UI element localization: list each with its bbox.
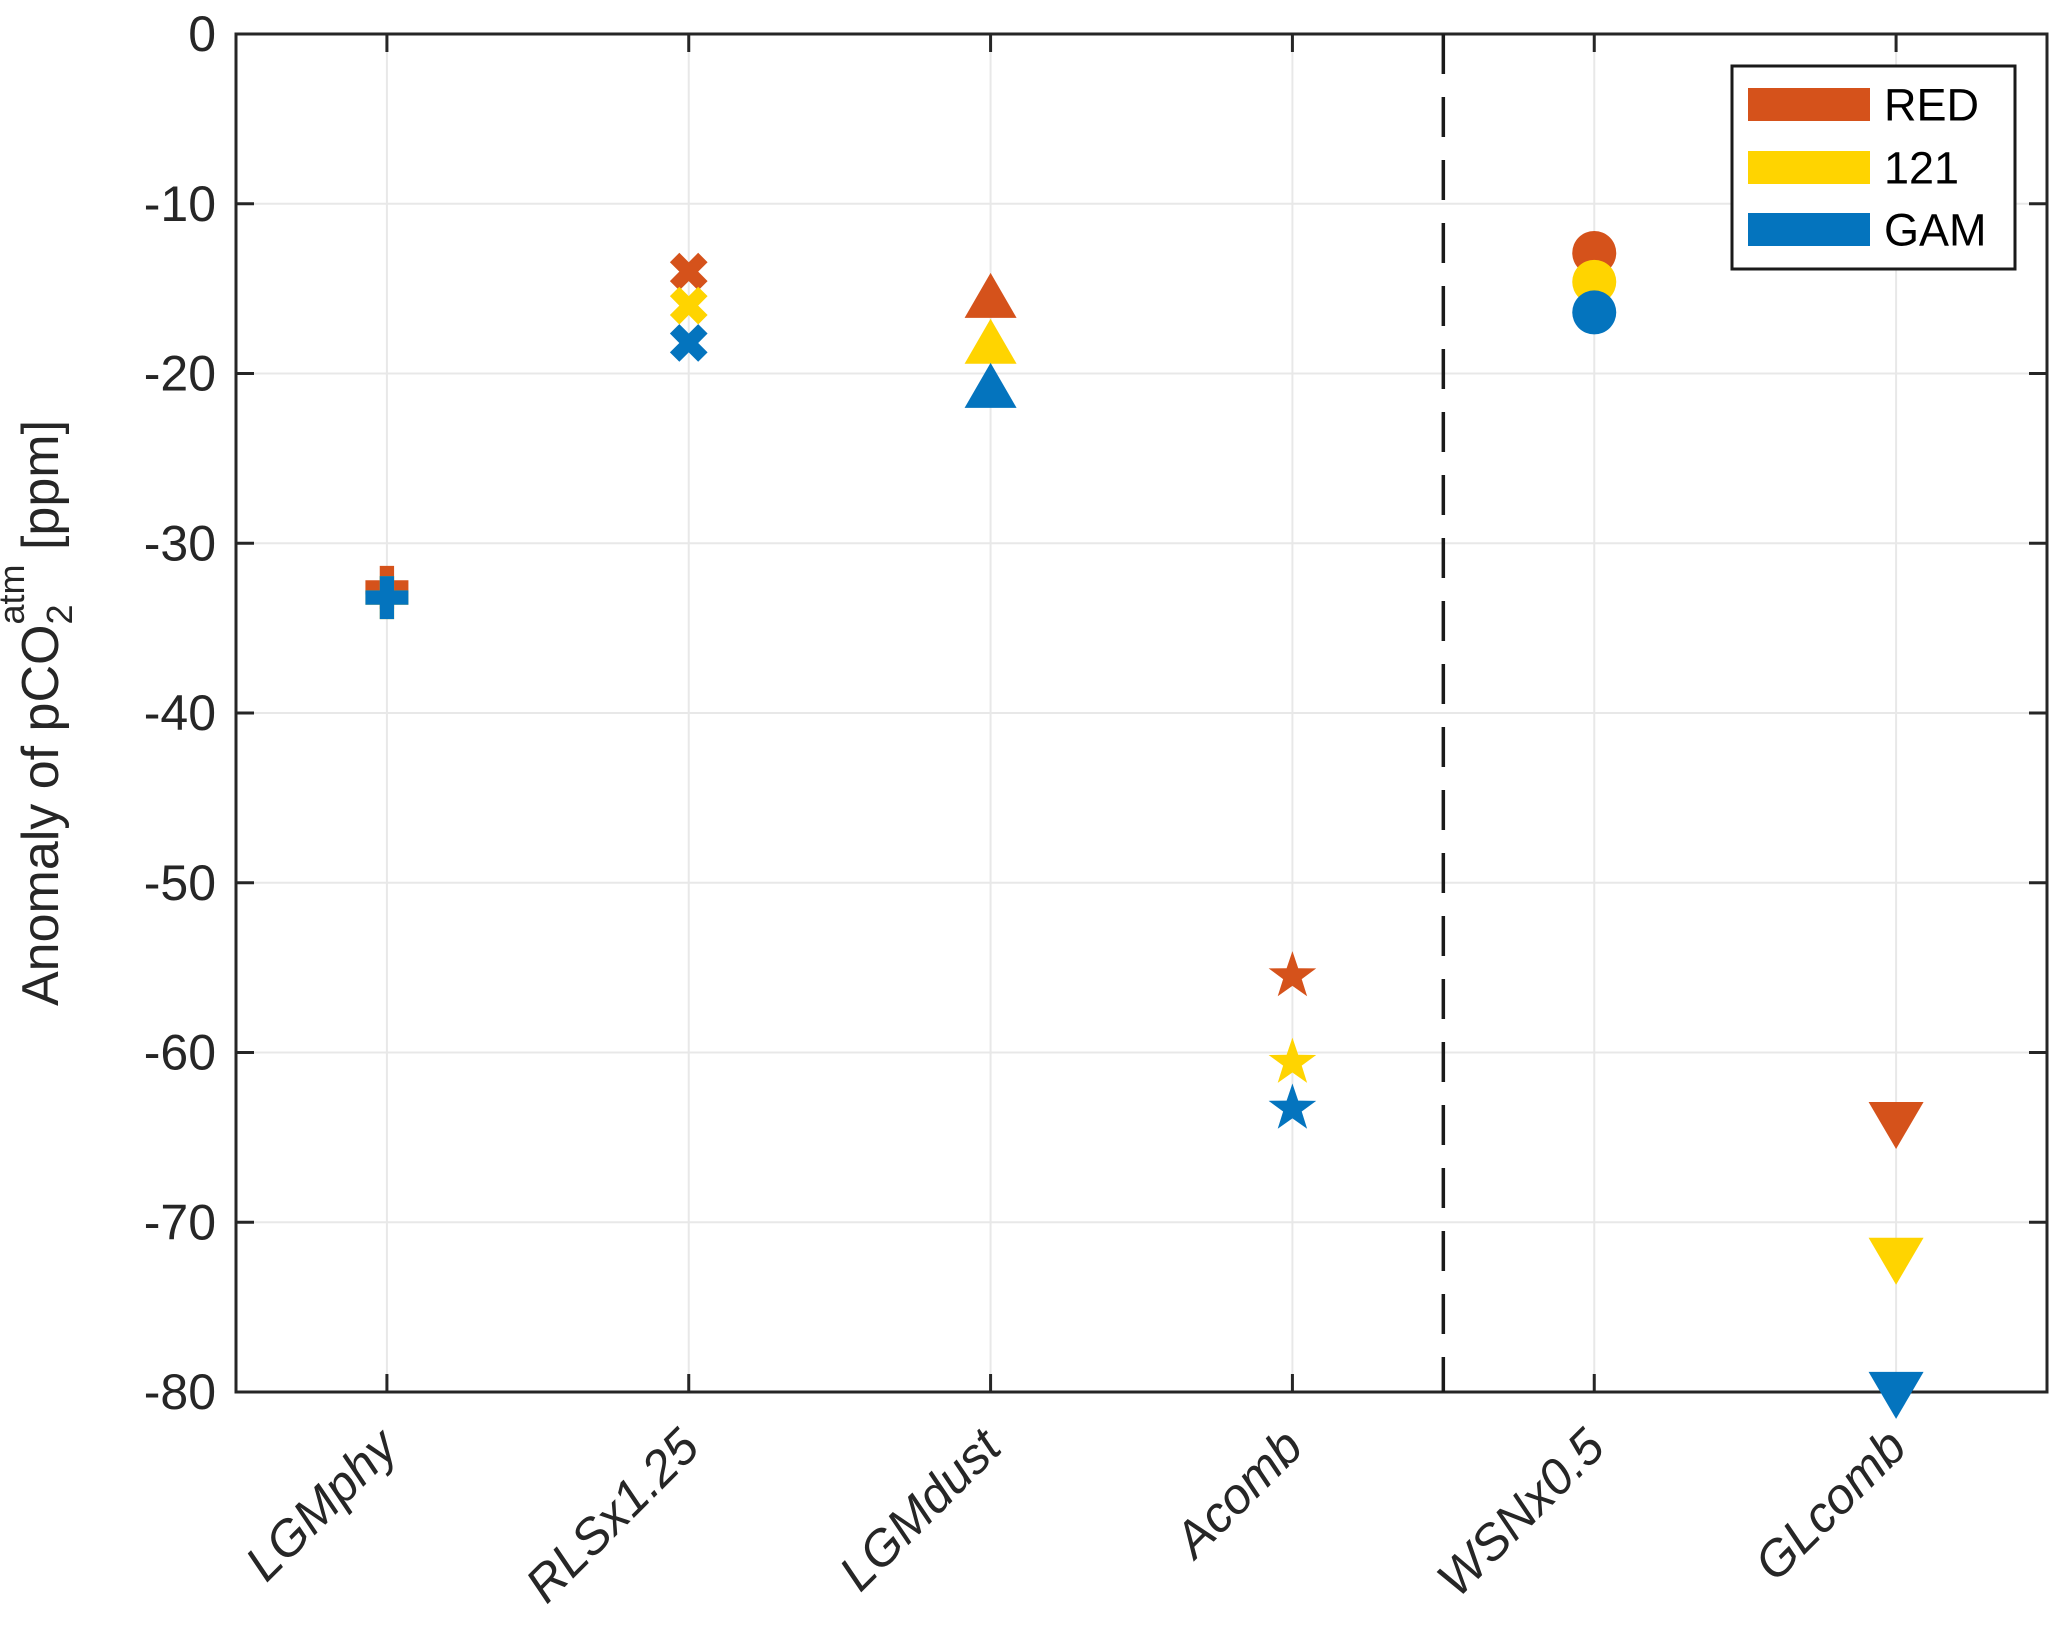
- legend-label-GAM: GAM: [1884, 205, 1987, 256]
- marker-121-GLcomb: [1868, 1237, 1924, 1285]
- plot-border: [234, 32, 2049, 1394]
- marker-GAM-Acomb: [1268, 1083, 1317, 1129]
- marker-RED-GLcomb: [1868, 1101, 1924, 1149]
- y-tick-label: -30: [144, 515, 216, 571]
- x-category-label-LGMphy: LGMphy: [234, 1416, 409, 1591]
- y-tick-label: 0: [188, 6, 216, 62]
- x-category-label-WSNx0.5: WSNx0.5: [1426, 1418, 1615, 1607]
- marker-121-WSNx0.5: [1572, 259, 1617, 304]
- y-tick-label: -60: [144, 1025, 216, 1081]
- legend-swatch-RED: [1748, 88, 1870, 121]
- marker-121-Acomb: [1268, 1037, 1317, 1083]
- legend-label-RED: RED: [1884, 80, 1979, 131]
- x-category-label-LGMdust: LGMdust: [828, 1417, 1013, 1602]
- y-tick-label: -20: [144, 346, 216, 402]
- legend-swatch-GAM: [1748, 213, 1870, 246]
- marker-RED-LGMdust: [964, 272, 1017, 318]
- y-tick-label: -70: [144, 1194, 216, 1250]
- x-category-label-RLSx1.25: RLSx1.25: [515, 1418, 710, 1613]
- marker-RED-Acomb: [1268, 951, 1317, 997]
- y-axis-label: Anomaly of pCO2atm [ppm]: [0, 420, 80, 1006]
- x-category-label-Acomb: Acomb: [1161, 1418, 1313, 1570]
- x-category-label-GLcomb: GLcomb: [1744, 1418, 1917, 1591]
- marker-GAM-WSNx0.5: [1572, 290, 1617, 335]
- marker-121-RLSx1.25: [669, 286, 708, 325]
- y-tick-label: -80: [144, 1364, 216, 1420]
- marker-GAM-LGMphy: [365, 576, 409, 620]
- marker-GAM-LGMdust: [964, 362, 1017, 408]
- y-tick-label: -40: [144, 685, 216, 741]
- legend-swatch-121: [1748, 151, 1870, 184]
- marker-121-LGMdust: [964, 318, 1017, 364]
- marker-GAM-RLSx1.25: [669, 324, 708, 362]
- y-tick-label: -50: [144, 855, 216, 911]
- y-tick-label: -10: [144, 176, 216, 232]
- marker-RED-RLSx1.25: [669, 252, 708, 291]
- legend-label-121: 121: [1884, 143, 1959, 194]
- marker-GAM-GLcomb: [1868, 1371, 1924, 1419]
